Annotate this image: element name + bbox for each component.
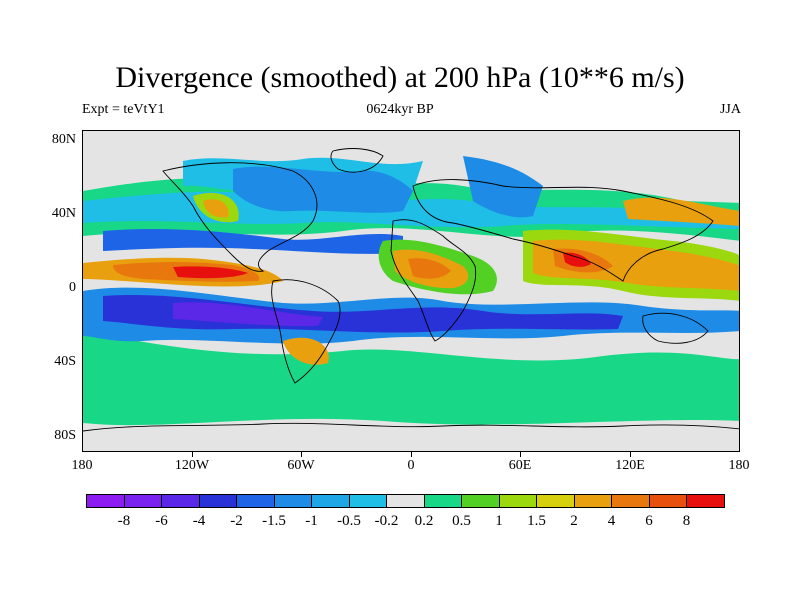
lon-label-60w: 60W	[287, 458, 315, 473]
lon-label-180w: 180	[71, 458, 93, 473]
colorbar-box	[648, 494, 687, 508]
divergence-map	[83, 131, 739, 451]
lon-label-0: 0	[407, 458, 415, 473]
colorbar-label: 8	[682, 513, 691, 529]
lon-label-120e: 120E	[615, 458, 645, 473]
lat-label-40n: 40N	[51, 206, 76, 221]
colorbar-label: -1.5	[262, 513, 286, 529]
colorbar-label: -6	[155, 513, 168, 529]
lat-label-40s: 40S	[54, 354, 76, 369]
colorbar-box	[611, 494, 650, 508]
colorbar-label: 6	[645, 513, 653, 529]
colorbar-box	[686, 494, 725, 508]
colorbar-box	[461, 494, 500, 508]
lon-tick	[630, 452, 631, 457]
lon-label-120w: 120W	[174, 458, 210, 473]
colorbar-label: 1.5	[527, 513, 546, 529]
colorbar-box	[236, 494, 275, 508]
lon-tick	[411, 452, 412, 457]
lon-tick	[301, 452, 302, 457]
colorbar-box	[573, 494, 612, 508]
colorbar-label: 1	[495, 513, 503, 529]
map-panel	[82, 130, 740, 452]
colorbar-label: -4	[192, 513, 206, 529]
colorbar-box	[161, 494, 200, 508]
colorbar-box	[123, 494, 162, 508]
colorbar-label: 4	[607, 513, 616, 529]
colorbar-box	[536, 494, 575, 508]
colorbar-label: -2	[230, 513, 243, 529]
colorbar-label: -8	[117, 513, 131, 529]
colorbar-label: -0.5	[337, 513, 361, 529]
experiment-label: Expt = teVtY1	[82, 102, 165, 117]
colorbar-box	[386, 494, 425, 508]
colorbar-label: 2	[570, 513, 578, 529]
lon-tick	[520, 452, 521, 457]
colorbar-box	[423, 494, 462, 508]
colorbar-label: -0.2	[374, 513, 399, 529]
lat-label-80s: 80S	[54, 428, 76, 443]
colorbar-label: 0.2	[414, 513, 434, 529]
colorbar-label: -1	[305, 513, 318, 529]
colorbar-box	[198, 494, 237, 508]
colorbar	[86, 494, 725, 508]
lon-label-180e: 180	[728, 458, 750, 473]
lon-tick	[192, 452, 193, 457]
lon-label-60e: 60E	[508, 458, 532, 473]
period-label: 0624kyr BP	[366, 102, 434, 117]
colorbar-box	[273, 494, 312, 508]
colorbar-box	[498, 494, 537, 508]
colorbar-box	[86, 494, 125, 508]
colorbar-box	[311, 494, 350, 508]
lat-label-equator: 0	[69, 280, 76, 295]
colorbar-label: 0.5	[452, 513, 471, 529]
colorbar-box	[348, 494, 387, 508]
lat-label-80n: 80N	[51, 132, 76, 147]
season-label: JJA	[719, 102, 741, 117]
map-title: Divergence (smoothed) at 200 hPa (10**6 …	[115, 61, 685, 94]
